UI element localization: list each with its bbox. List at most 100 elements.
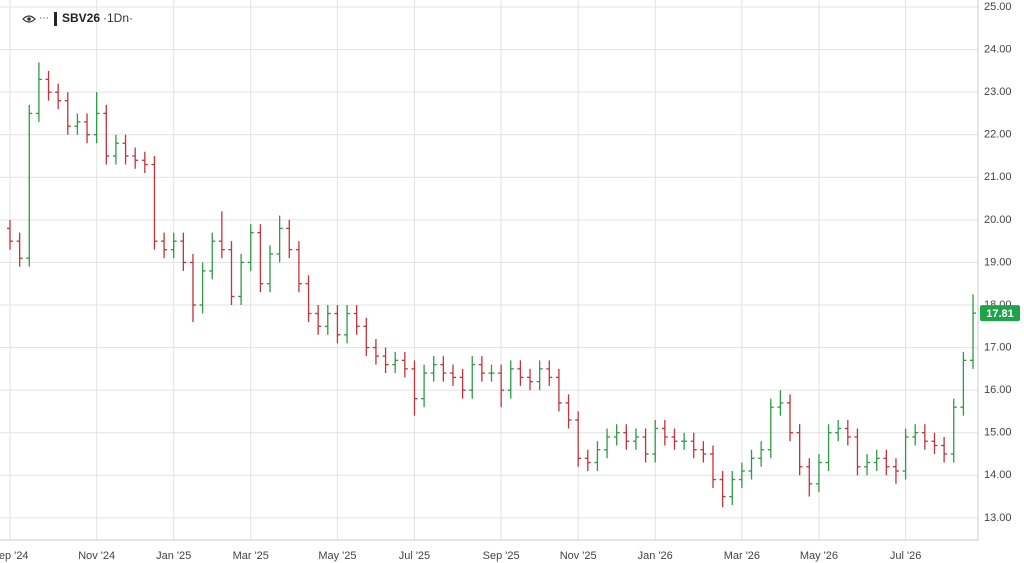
- x-tick-label: Nov '25: [560, 550, 597, 562]
- ohlc-bar: [103, 104, 110, 165]
- y-tick-label: 19.00: [984, 256, 1012, 268]
- ohlc-bar: [844, 419, 851, 446]
- x-tick-label: Nov '24: [78, 550, 115, 562]
- last-price-box: [980, 305, 1020, 322]
- ohlc-bar: [35, 62, 42, 122]
- ohlc-bar: [353, 305, 360, 335]
- ohlc-bar: [84, 113, 91, 144]
- ohlc-bar: [555, 368, 562, 412]
- ohlc-bar: [565, 394, 572, 429]
- ohlc-bar: [55, 83, 62, 110]
- eye-icon[interactable]: [22, 15, 36, 23]
- ohlc-bar: [921, 424, 928, 450]
- ohlc-bar: [575, 411, 582, 467]
- ohlc-bar: [661, 419, 668, 446]
- ohlc-bar: [161, 232, 168, 259]
- x-tick-label: Sep '24: [0, 550, 28, 562]
- ohlc-bar: [652, 419, 659, 463]
- ohlc-bar: [642, 428, 649, 463]
- ohlc-bar: [767, 398, 774, 459]
- ohlc-bar: [806, 458, 813, 497]
- ohlc-bar: [334, 305, 341, 344]
- ohlc-bar: [787, 394, 794, 442]
- ohlc-bar: [719, 471, 726, 508]
- ohlc-bar: [950, 398, 957, 463]
- ohlc-bar: [478, 356, 485, 382]
- ohlc-bar: [604, 428, 611, 459]
- ohlc-bar: [286, 219, 293, 259]
- ohlc-bar: [546, 360, 553, 386]
- x-tick-label: Mar '26: [724, 550, 760, 562]
- y-tick-label: 16.00: [984, 384, 1012, 396]
- ohlc-bar: [902, 428, 909, 480]
- x-tick-label: May '25: [318, 550, 356, 562]
- ohlc-bar: [864, 454, 871, 476]
- ohlc-bar: [45, 70, 52, 101]
- ohlc-bar: [267, 245, 274, 293]
- symbol: SBV26: [62, 11, 100, 25]
- ohlc-bar: [151, 156, 158, 250]
- ohlc-bar: [363, 317, 370, 357]
- y-tick-label: 20.00: [984, 214, 1012, 226]
- ohlc-bar: [835, 419, 842, 442]
- ohlc-bar: [729, 471, 736, 506]
- x-tick-label: Mar '25: [233, 550, 269, 562]
- y-tick-label: 13.00: [984, 512, 1012, 524]
- ohlc-bar: [671, 428, 678, 450]
- y-tick-label: 22.00: [984, 129, 1012, 141]
- ohlc-bar: [189, 253, 196, 323]
- ohlc-bar: [180, 232, 187, 271]
- ohlc-bar: [218, 211, 225, 259]
- ohlc-bar: [401, 351, 408, 378]
- last-price-label: 17.81: [986, 308, 1014, 320]
- ohlc-bar: [507, 360, 514, 399]
- x-tick-label: Jan '25: [156, 550, 191, 562]
- eye-pupil: [27, 17, 31, 21]
- ohlc-bar: [132, 147, 139, 169]
- ohlc-bar: [796, 424, 803, 476]
- ohlc-bar: [854, 428, 861, 476]
- ohlc-bar: [247, 224, 254, 271]
- ohlc-bar: [970, 294, 976, 369]
- ohlc-bar: [141, 151, 148, 174]
- ohlc-bar: [449, 364, 456, 386]
- ohlc-bar: [536, 360, 543, 391]
- ohlc-bar: [392, 351, 399, 374]
- ohlc-bar: [527, 368, 534, 391]
- ohlc-bar: [758, 441, 765, 467]
- x-tick-label: Sep '25: [483, 550, 520, 562]
- header: ··· SBV26 ·1Dn·: [22, 11, 133, 26]
- ohlc-bar: [584, 449, 591, 472]
- ohlc-bar: [623, 424, 630, 450]
- x-tick-label: May '26: [800, 550, 838, 562]
- menu-dots[interactable]: ···: [39, 13, 49, 24]
- ohlc-bar: [26, 104, 33, 267]
- ohlc-bar: [74, 113, 81, 135]
- ohlc-bar: [748, 449, 755, 480]
- x-tick-label: Jan '26: [638, 550, 673, 562]
- interval: ·1Dn·: [103, 11, 133, 25]
- y-tick-label: 21.00: [984, 171, 1012, 183]
- ohlc-bar: [632, 428, 639, 450]
- ohlc-bar: [295, 241, 302, 293]
- ohlc-bar: [941, 436, 948, 463]
- ohlc-bar: [815, 454, 822, 493]
- ohlc-bar: [7, 219, 13, 250]
- ohlc-bar: [112, 134, 119, 165]
- y-tick-label: 23.00: [984, 86, 1012, 98]
- ohlc-bar: [411, 360, 418, 416]
- ohlc-bar: [459, 368, 466, 399]
- y-tick-label: 24.00: [984, 43, 1012, 55]
- ohlc-bar: [690, 432, 697, 459]
- y-tick-label: 14.00: [984, 469, 1012, 481]
- ohlc-bar: [681, 432, 688, 450]
- series-marker: [54, 12, 57, 26]
- ohlc-bar: [64, 92, 71, 135]
- y-tick-label: 25.00: [984, 1, 1012, 13]
- ohlc-bar: [305, 275, 312, 323]
- ohlc-bar: [488, 364, 495, 382]
- ohlc-bar: [498, 364, 505, 408]
- ohlc-bar: [960, 351, 967, 416]
- x-tick-label: Jul '26: [890, 550, 921, 562]
